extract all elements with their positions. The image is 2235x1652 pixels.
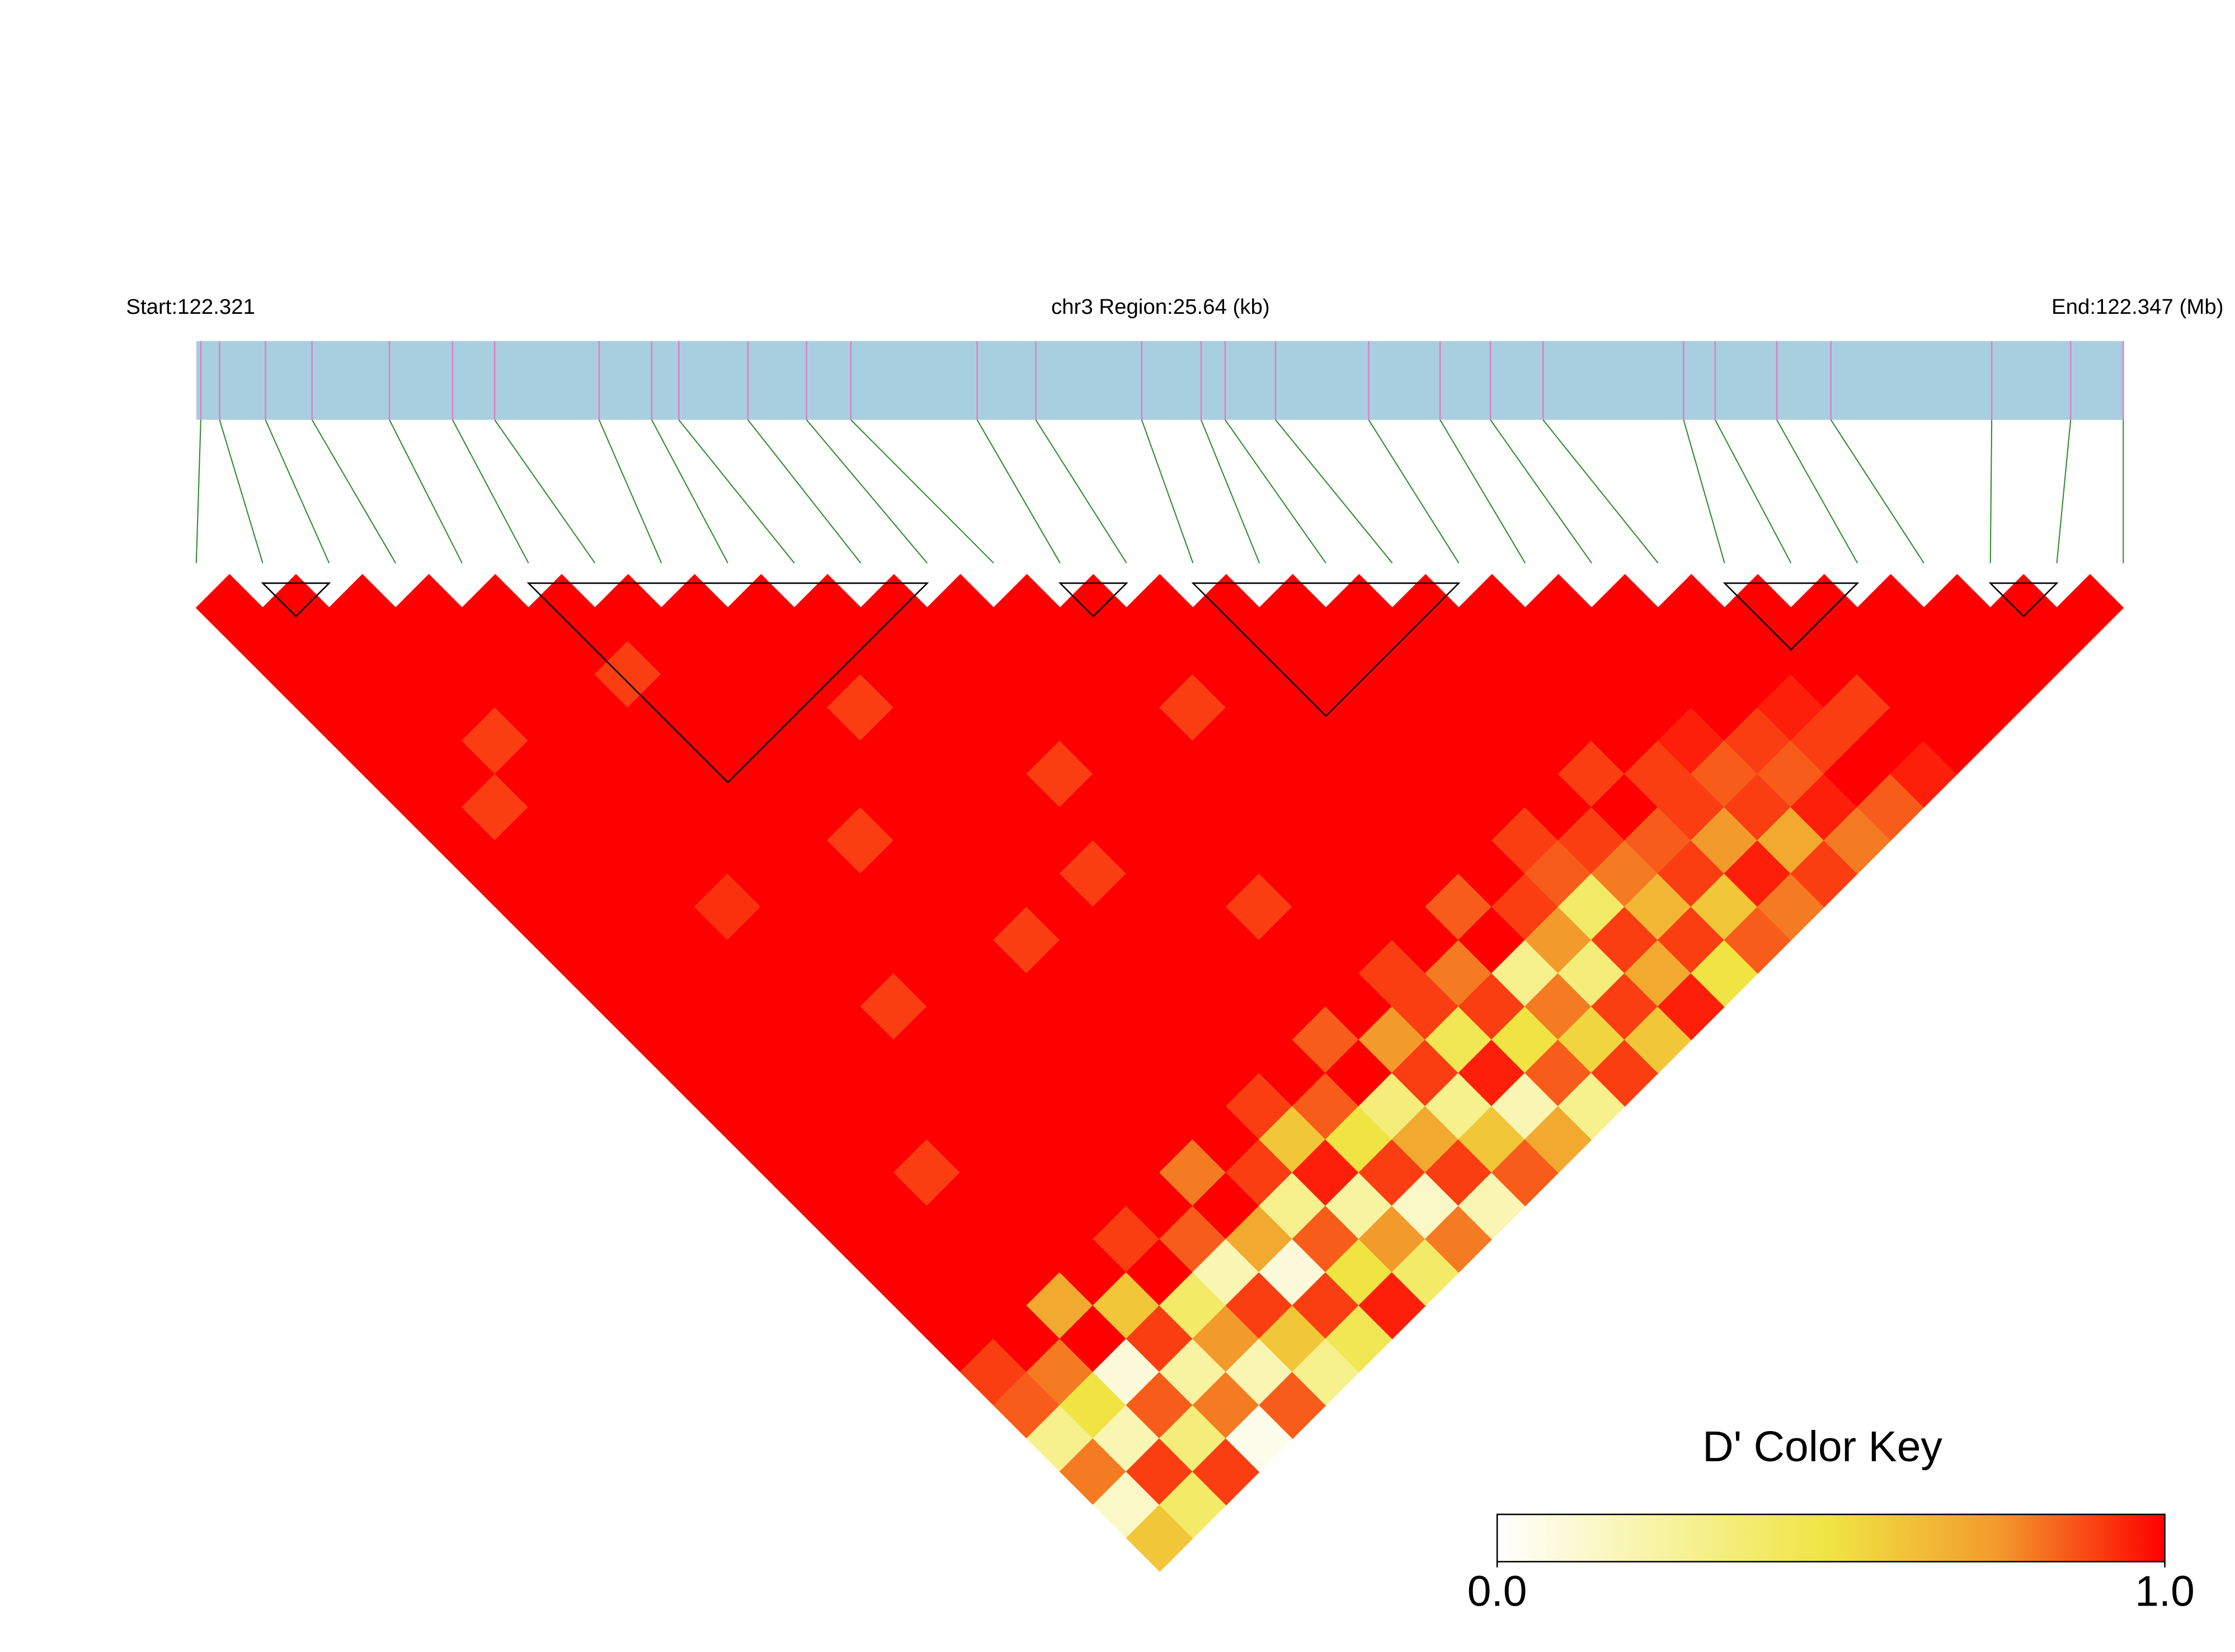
snp-connector bbox=[1439, 419, 1526, 564]
snp-connector bbox=[976, 419, 1061, 564]
snp-connector bbox=[598, 420, 662, 563]
ld-block bbox=[261, 582, 331, 618]
snp-connector bbox=[1275, 419, 1393, 564]
start-label: Start:122.321 bbox=[126, 295, 255, 319]
snp-connector bbox=[1830, 419, 1925, 564]
snp-connector bbox=[747, 419, 862, 564]
region-bar bbox=[196, 341, 2124, 420]
ld-block bbox=[1723, 582, 1860, 651]
snp-connector bbox=[265, 420, 330, 563]
snp-connector bbox=[311, 419, 397, 564]
snp-connector bbox=[678, 419, 795, 564]
key-tick-label: 0.0 bbox=[1467, 1568, 1527, 1616]
snp-connector bbox=[1141, 420, 1194, 563]
snp-connector bbox=[1490, 419, 1592, 564]
snp-connector bbox=[1035, 419, 1127, 564]
snp-connector bbox=[389, 420, 463, 564]
ld-block bbox=[1058, 582, 1128, 618]
ld-block bbox=[1988, 582, 2059, 618]
snp-connector bbox=[1776, 419, 1858, 564]
snp-connector bbox=[1714, 420, 1792, 564]
color-key bbox=[1496, 1513, 2166, 1562]
snp-connector bbox=[219, 420, 264, 563]
ld-block bbox=[526, 582, 929, 784]
end-label: End:122.347 (Mb) bbox=[2052, 295, 2223, 319]
snp-connector bbox=[806, 419, 928, 564]
snp-connector bbox=[1542, 419, 1659, 564]
snp-connector bbox=[1989, 420, 1993, 563]
snp-connector bbox=[1200, 420, 1260, 563]
snp-connector bbox=[1368, 419, 1460, 564]
snp-connector bbox=[651, 420, 728, 564]
chart-title: chr3 Region:25.64 (kb) bbox=[1051, 295, 1270, 319]
ld-block bbox=[1191, 582, 1461, 717]
snp-connector bbox=[494, 419, 596, 564]
key-title: D' Color Key bbox=[1702, 1423, 1942, 1471]
snp-connector bbox=[195, 420, 201, 563]
snp-connector bbox=[452, 420, 529, 564]
snp-connector bbox=[1683, 420, 1725, 563]
snp-connector bbox=[1225, 419, 1326, 564]
key-tick-label: 1.0 bbox=[2135, 1568, 2195, 1616]
ld-cell bbox=[2056, 573, 2124, 642]
snp-connector bbox=[2056, 420, 2072, 563]
snp-connector bbox=[850, 419, 994, 564]
